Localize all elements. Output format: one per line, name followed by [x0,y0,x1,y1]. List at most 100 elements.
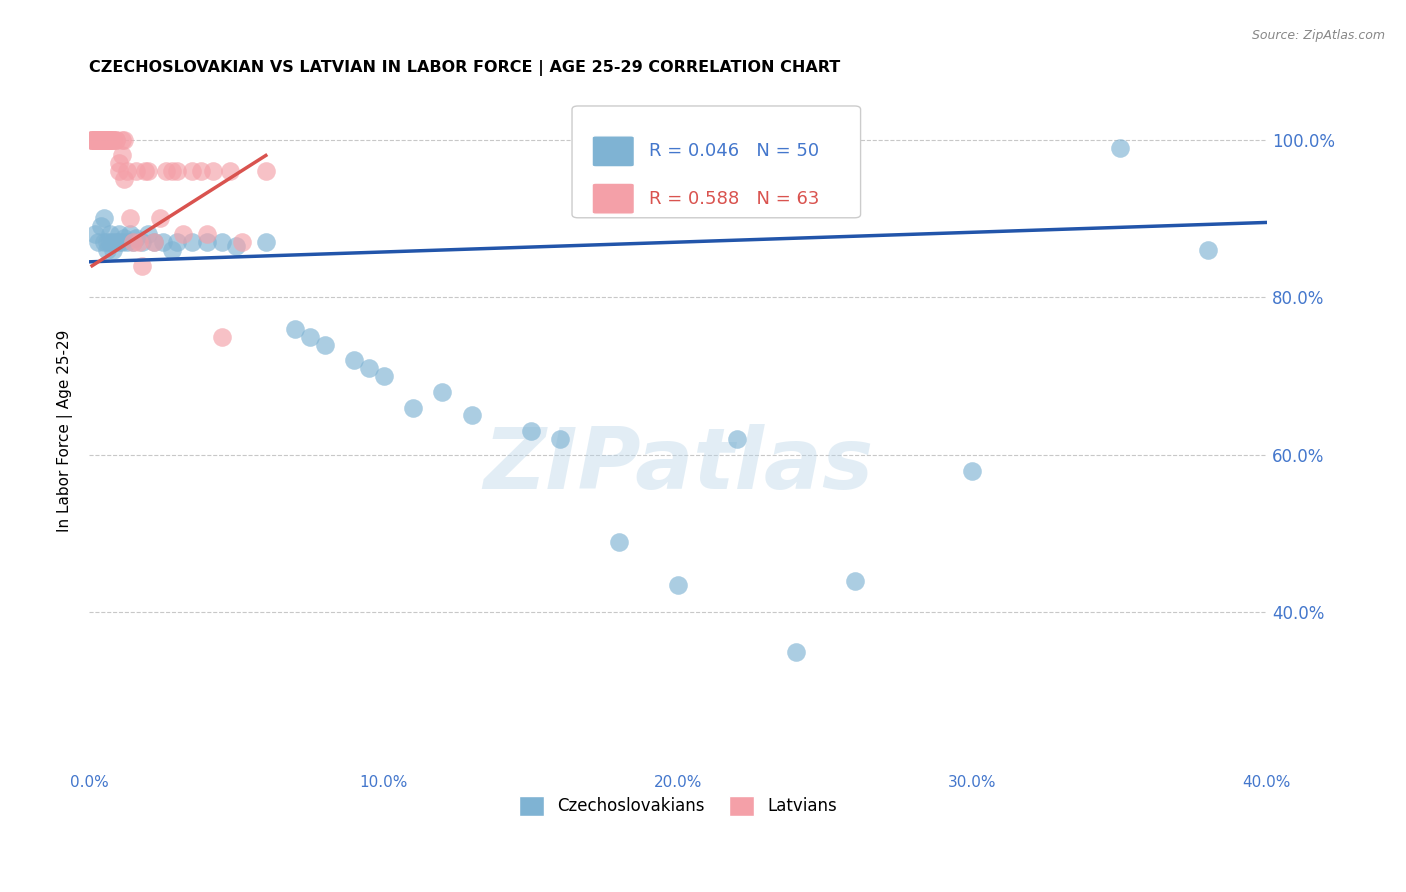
Point [96,133,118,147]
Point [82,133,104,147]
Point [160,243,183,257]
Point [96,133,118,147]
Point [101,133,124,147]
Point [90,133,112,147]
Point [96,235,118,249]
Point [155,164,177,178]
Point [142,235,165,249]
Point [93,211,115,226]
Point [93,133,115,147]
FancyBboxPatch shape [592,183,634,214]
Point [82,133,104,147]
Point [98,133,121,147]
Point [110,148,132,162]
Point [136,227,159,242]
Y-axis label: In Labor Force | Age 25-29: In Labor Force | Age 25-29 [58,330,73,533]
Point [98,235,121,249]
Point [101,235,124,249]
Point [114,172,136,186]
Point [98,133,121,147]
Point [225,239,247,253]
Point [107,235,129,249]
Point [211,329,233,343]
Point [357,361,380,376]
Point [98,133,121,147]
Text: R = 0.046   N = 50: R = 0.046 N = 50 [648,143,818,161]
Point [160,164,183,178]
Point [114,133,136,147]
Point [666,578,689,592]
Point [195,235,218,249]
Point [90,133,112,147]
Point [149,211,172,226]
Point [607,534,630,549]
Legend: Czechoslovakians, Latvians: Czechoslovakians, Latvians [512,789,844,822]
Point [93,133,115,147]
Point [136,164,159,178]
Point [90,133,112,147]
Point [195,227,218,242]
Text: Source: ZipAtlas.com: Source: ZipAtlas.com [1251,29,1385,43]
Point [219,164,242,178]
Point [104,235,127,249]
Point [254,235,277,249]
Point [107,156,129,170]
Point [93,133,115,147]
Point [96,133,118,147]
Point [114,231,136,245]
Point [166,235,188,249]
Point [125,231,148,245]
Point [93,133,115,147]
Point [142,235,165,249]
Point [172,227,194,242]
Point [93,235,115,249]
Point [84,133,107,147]
Point [131,259,153,273]
Point [84,133,107,147]
Point [125,164,148,178]
Point [90,133,112,147]
Point [785,645,807,659]
Point [107,227,129,242]
Point [87,133,110,147]
Point [131,235,153,249]
Point [284,322,307,336]
Point [128,235,150,249]
Point [962,464,984,478]
Point [201,164,224,178]
Point [166,164,188,178]
Point [461,409,484,423]
Point [314,337,336,351]
Point [844,574,866,588]
Point [90,133,112,147]
Point [402,401,425,415]
Point [120,211,142,226]
Point [96,133,118,147]
Point [82,133,104,147]
Point [117,235,139,249]
Point [84,133,107,147]
Text: R = 0.588   N = 63: R = 0.588 N = 63 [648,190,818,208]
Point [87,133,110,147]
Point [1197,243,1219,257]
Point [96,243,118,257]
Point [101,133,124,147]
Point [96,133,118,147]
Point [101,133,124,147]
Point [520,424,543,438]
Point [122,235,145,249]
Point [152,235,174,249]
Point [82,133,104,147]
Point [98,133,121,147]
Point [117,164,139,178]
Point [84,227,107,242]
Point [110,133,132,147]
Text: ZIPatlas: ZIPatlas [482,424,873,507]
Point [134,164,156,178]
Point [87,133,110,147]
Point [298,329,321,343]
Point [1108,140,1130,154]
Point [181,164,204,178]
Point [343,353,366,368]
Point [84,133,107,147]
